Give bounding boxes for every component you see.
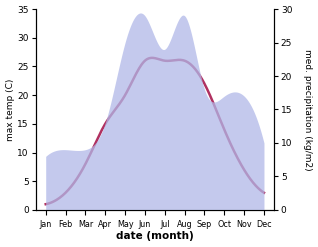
- Y-axis label: med. precipitation (kg/m2): med. precipitation (kg/m2): [303, 49, 313, 170]
- X-axis label: date (month): date (month): [116, 231, 194, 242]
- Y-axis label: max temp (C): max temp (C): [5, 78, 15, 141]
